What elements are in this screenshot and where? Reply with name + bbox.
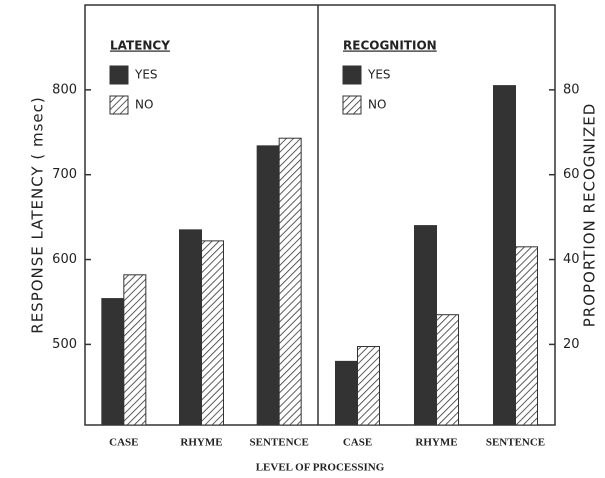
bar (357, 346, 380, 426)
y-axis-label: PROPORTION RECOGNIZED (581, 103, 599, 328)
bar (278, 137, 302, 426)
x-tick-label: CASE (343, 437, 372, 449)
bar (201, 240, 224, 426)
legend-title: RECOGNITION (343, 39, 437, 53)
bar (414, 225, 437, 426)
bar (256, 145, 280, 426)
x-tick-label: SENTENCE (486, 437, 545, 449)
x-tick-label: RHYME (180, 437, 222, 449)
y-tick-label: 700 (52, 167, 77, 182)
y-tick-label: 60 (563, 167, 580, 182)
y-tick-label: 80 (563, 82, 580, 97)
legend-label: YES (134, 68, 158, 82)
bar (179, 229, 202, 426)
x-tick-label: RHYME (415, 437, 457, 449)
x-tick-label: CASE (109, 437, 138, 449)
legend-swatch (342, 95, 362, 115)
x-tick-label: SENTENCE (250, 437, 309, 449)
x-axis-label: LEVEL OF PROCESSING (256, 462, 385, 474)
bar (436, 314, 459, 426)
legend-title: LATENCY (110, 39, 170, 53)
plot-frame (84, 4, 556, 426)
y-tick-label: 600 (52, 252, 77, 267)
y-tick-label: 800 (52, 82, 77, 97)
legend-label: YES (367, 68, 391, 82)
y-tick-label: 40 (563, 252, 580, 267)
y-tick-label: 20 (563, 337, 580, 352)
legend-swatch (109, 65, 129, 85)
bar (493, 85, 516, 426)
bar (123, 274, 147, 426)
bar (101, 298, 125, 426)
legend-label: NO (135, 98, 153, 112)
legend-label: NO (368, 98, 386, 112)
legend-swatch (342, 65, 362, 85)
legend-swatch (109, 95, 129, 115)
y-tick-label: 500 (52, 337, 77, 352)
bar (515, 246, 538, 426)
bar (335, 360, 358, 426)
y-axis-label: RESPONSE LATENCY ( msec) (29, 96, 47, 333)
